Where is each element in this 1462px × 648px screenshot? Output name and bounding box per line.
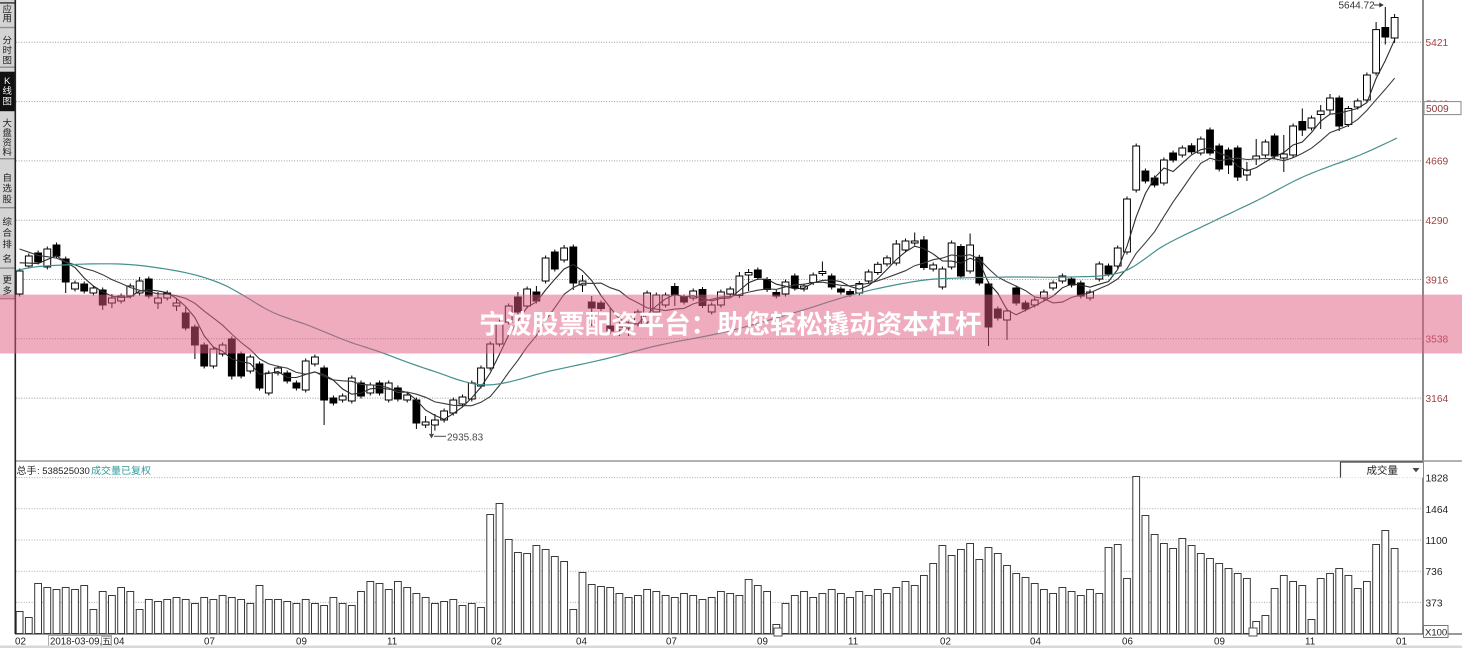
svg-text:09: 09 <box>1214 636 1225 647</box>
svg-text:2935.83: 2935.83 <box>447 433 484 444</box>
svg-text:1464: 1464 <box>1426 505 1449 516</box>
svg-text:X100: X100 <box>1425 627 1447 638</box>
svg-text:02: 02 <box>491 636 502 647</box>
svg-text:09: 09 <box>296 636 307 647</box>
svg-text:02: 02 <box>15 636 26 647</box>
svg-text:373: 373 <box>1426 598 1443 609</box>
svg-text:11: 11 <box>1305 636 1315 647</box>
svg-text:04: 04 <box>576 636 587 647</box>
svg-text:04: 04 <box>1030 636 1041 647</box>
svg-text:4290: 4290 <box>1426 216 1449 227</box>
svg-text:07: 07 <box>666 636 677 647</box>
svg-text:04: 04 <box>114 636 125 647</box>
svg-text:4669: 4669 <box>1426 157 1449 168</box>
svg-text:11: 11 <box>387 636 397 647</box>
svg-text:736: 736 <box>1426 567 1443 578</box>
svg-text:5009: 5009 <box>1426 104 1449 115</box>
svg-text:1100: 1100 <box>1426 536 1448 547</box>
svg-text:3916: 3916 <box>1426 275 1449 286</box>
svg-text:5644.72: 5644.72 <box>1339 1 1376 12</box>
svg-text:01: 01 <box>1396 636 1407 647</box>
svg-text:02: 02 <box>940 636 951 647</box>
svg-text:2018-03-09,: 2018-03-09, <box>50 637 102 648</box>
svg-text:: 538525030: : 538525030 <box>37 466 90 477</box>
svg-text:1828: 1828 <box>1426 474 1449 485</box>
svg-text:11: 11 <box>848 636 858 647</box>
svg-text:5421: 5421 <box>1426 38 1449 49</box>
svg-text:06: 06 <box>1122 636 1133 647</box>
svg-text:09: 09 <box>757 636 768 647</box>
svg-text:07: 07 <box>204 636 215 647</box>
svg-text:3164: 3164 <box>1426 394 1449 405</box>
